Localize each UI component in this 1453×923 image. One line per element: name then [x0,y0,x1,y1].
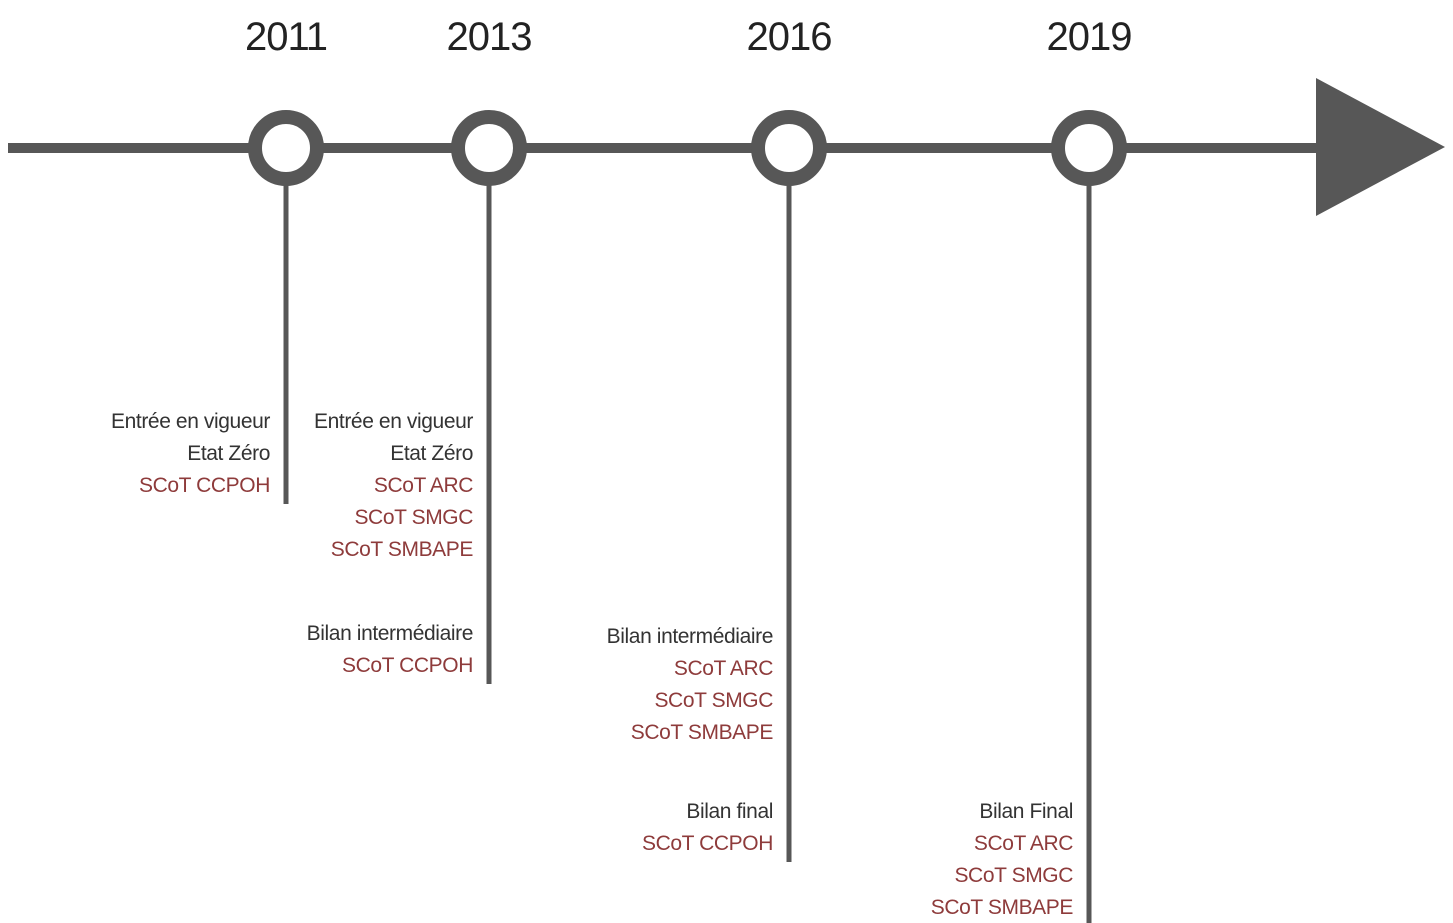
scot-label: SCoT CCPOH [139,474,270,497]
scot-label: SCoT ARC [674,657,773,680]
scot-label: SCoT SMBAPE [631,721,774,744]
milestone-node [451,110,527,186]
year-label: 2013 [447,15,532,59]
scot-label: SCoT SMGC [954,864,1073,887]
scot-label: SCoT SMGC [354,506,473,529]
scot-label: SCoT SMBAPE [931,896,1074,919]
milestone-node [1051,110,1127,186]
scot-label: SCoT CCPOH [642,832,773,855]
year-label: 2011 [245,15,327,59]
event-label: Bilan Final [979,800,1073,823]
year-label: 2016 [747,15,832,59]
event-label: Entrée en vigueur [111,410,270,433]
milestone-node [751,110,827,186]
event-label: Etat Zéro [187,442,270,465]
scot-label: SCoT ARC [974,832,1073,855]
scot-label: SCoT SMBAPE [331,538,474,561]
event-label: Entrée en vigueur [314,410,473,433]
milestone-node [248,110,324,186]
event-label: Bilan final [686,800,773,823]
scot-label: SCoT SMGC [654,689,773,712]
axis-arrow [1316,78,1445,216]
event-label: Bilan intermédiaire [607,625,773,648]
year-label: 2019 [1047,15,1132,59]
scot-label: SCoT CCPOH [342,654,473,677]
event-label: Bilan intermédiaire [307,622,473,645]
event-label: Etat Zéro [390,442,473,465]
scot-label: SCoT ARC [374,474,473,497]
